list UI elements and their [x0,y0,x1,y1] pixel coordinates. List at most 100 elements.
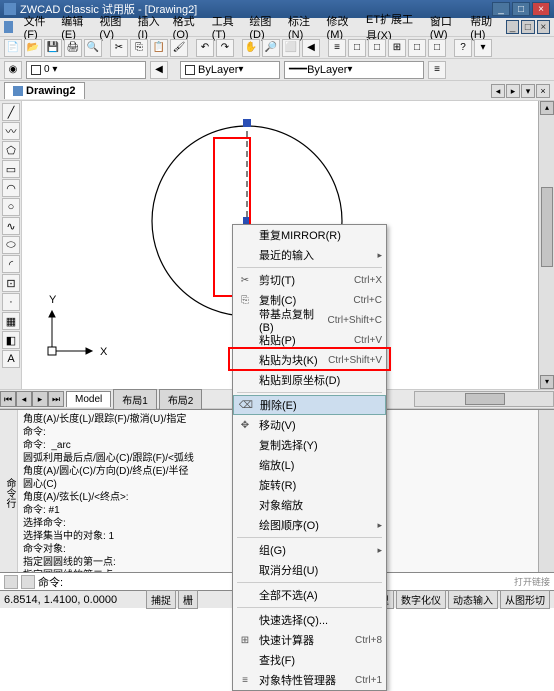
save-icon[interactable]: 💾 [44,39,62,57]
scroll-up-icon[interactable]: ▴ [540,101,554,115]
menu-insert[interactable]: 插入(I) [133,12,166,42]
layer-combo[interactable]: 0 ▾ [26,61,146,79]
menu-format[interactable]: 格式(O) [168,12,205,42]
ctx-Q[interactable]: 快速选择(Q)... [233,610,386,630]
spline-icon[interactable]: ∿ [2,217,20,235]
undo-icon[interactable]: ↶ [196,39,214,57]
ctx-B[interactable]: 带基点复制(B)Ctrl+Shift+C [233,310,386,330]
maximize-button[interactable]: □ [512,2,530,16]
vertical-scrollbar[interactable]: ▴ ▾ [538,101,554,389]
redo-icon[interactable]: ↷ [216,39,234,57]
zoom-win-icon[interactable]: ⬜ [282,39,300,57]
close-button[interactable]: × [532,2,550,16]
tbtn-f[interactable]: ▾ [474,39,492,57]
ctx-L[interactable]: 缩放(L) [233,455,386,475]
tbtn-d[interactable]: □ [408,39,426,57]
scroll-down-icon[interactable]: ▾ [540,375,554,389]
text-icon[interactable]: A [2,350,20,368]
tbtn-b[interactable]: □ [368,39,386,57]
menu-draw[interactable]: 绘图(D) [244,12,281,42]
circle-icon[interactable]: ○ [2,198,20,216]
mdi-max-button[interactable]: □ [521,20,534,34]
ctx-A[interactable]: 全部不选(A) [233,585,386,605]
sheet-next-icon[interactable]: ▸ [32,391,48,407]
ellipse-icon[interactable]: ⬭ [2,236,20,254]
sheet-prev-icon[interactable]: ◂ [16,391,32,407]
cut-icon[interactable]: ✂ [110,39,128,57]
zoom-prev-icon[interactable]: ◀ [302,39,320,57]
switch-button[interactable]: 从图形切 [500,590,550,609]
ctx-V[interactable]: ✥移动(V) [233,415,386,435]
ctx-[interactable]: ⊞快速计算器Ctrl+8 [233,630,386,650]
ctx-MIRRORR[interactable]: 重复MIRROR(R) [233,225,386,245]
ellipse-arc-icon[interactable]: ◜ [2,255,20,273]
mdi-min-button[interactable]: _ [506,20,519,34]
ctx-R[interactable]: 旋转(R) [233,475,386,495]
menu-view[interactable]: 视图(V) [94,12,130,42]
ctx-[interactable]: ≡对象特性管理器Ctrl+1 [233,670,386,690]
paste-icon[interactable]: 📋 [150,39,168,57]
doc-tab-active[interactable]: Drawing2 [4,82,85,99]
pline-icon[interactable]: 〰 [2,122,20,140]
tab-nav-right-icon[interactable]: ▸ [506,84,520,98]
digitizer-button[interactable]: 数字化仪 [396,590,446,609]
sheet-layout1[interactable]: 布局1 [113,389,157,409]
tbtn-a[interactable]: □ [348,39,366,57]
ctx-G[interactable]: 组(G)▸ [233,540,386,560]
ctx-O[interactable]: 绘图顺序(O)▸ [233,515,386,535]
menu-edit[interactable]: 编辑(E) [56,12,92,42]
sheet-first-icon[interactable]: ⏮ [0,391,16,407]
sheet-layout2[interactable]: 布局2 [159,389,203,409]
menu-window[interactable]: 窗口(W) [425,12,463,42]
menu-help[interactable]: 帮助(H) [465,12,502,42]
layer-prev-icon[interactable]: ◀ [150,61,168,79]
block-icon[interactable]: ⊡ [2,274,20,292]
ctx-T[interactable]: ✂剪切(T)Ctrl+X [233,270,386,290]
hatch-icon[interactable]: ▦ [2,312,20,330]
ctx-D[interactable]: 粘贴到原坐标(D) [233,370,386,390]
ltype-icon[interactable]: ≡ [428,61,446,79]
rect-icon[interactable]: ▭ [2,160,20,178]
dyn-button[interactable]: 动态输入 [448,590,498,609]
tbtn-e[interactable]: □ [428,39,446,57]
tab-nav-close-icon[interactable]: × [536,84,550,98]
menu-tools[interactable]: 工具(T) [207,12,243,42]
props-icon[interactable]: ≡ [328,39,346,57]
menu-dimension[interactable]: 标注(N) [283,12,320,42]
layer-icon[interactable]: ◉ [4,61,22,79]
pan-icon[interactable]: ✋ [242,39,260,57]
mdi-close-button[interactable]: × [537,20,550,34]
ctx-P[interactable]: 粘贴(P)Ctrl+V [233,330,386,350]
cmd-icon-b[interactable] [21,575,35,589]
ctx-K[interactable]: 粘贴为块(K)Ctrl+Shift+V [233,350,386,370]
color-combo[interactable]: ByLayer ▾ [180,61,280,79]
scroll-thumb[interactable] [541,187,553,267]
ctx-E[interactable]: ⌫删除(E) [233,395,386,415]
ctx-U[interactable]: 取消分组(U) [233,560,386,580]
preview-icon[interactable]: 🔍 [84,39,102,57]
tbtn-c[interactable]: ⊞ [388,39,406,57]
menu-modify[interactable]: 修改(M) [322,12,359,42]
copy-icon[interactable]: ⎘ [130,39,148,57]
linetype-combo[interactable]: ━━━ ByLayer ▾ [284,61,424,79]
tab-nav-left-icon[interactable]: ◂ [491,84,505,98]
ctx-F[interactable]: 查找(F) [233,650,386,670]
horizontal-scrollbar[interactable] [414,391,554,407]
zoom-rt-icon[interactable]: 🔎 [262,39,280,57]
menu-file[interactable]: 文件(F) [19,12,55,42]
ctx-[interactable]: 最近的输入▸ [233,245,386,265]
line-icon[interactable]: ╱ [2,103,20,121]
match-icon[interactable]: 🖌 [170,39,188,57]
cmd-icon-a[interactable] [4,575,18,589]
polygon-icon[interactable]: ⬠ [2,141,20,159]
region-icon[interactable]: ◧ [2,331,20,349]
point-icon[interactable]: · [2,293,20,311]
command-scrollbar[interactable] [538,410,554,572]
help-icon[interactable]: ? [454,39,472,57]
open-icon[interactable]: 📂 [24,39,42,57]
new-icon[interactable]: 📄 [4,39,22,57]
print-icon[interactable]: 🖨 [64,39,82,57]
sheet-last-icon[interactable]: ⏭ [48,391,64,407]
grid-button[interactable]: 栅 [178,590,198,609]
tab-nav-menu-icon[interactable]: ▾ [521,84,535,98]
